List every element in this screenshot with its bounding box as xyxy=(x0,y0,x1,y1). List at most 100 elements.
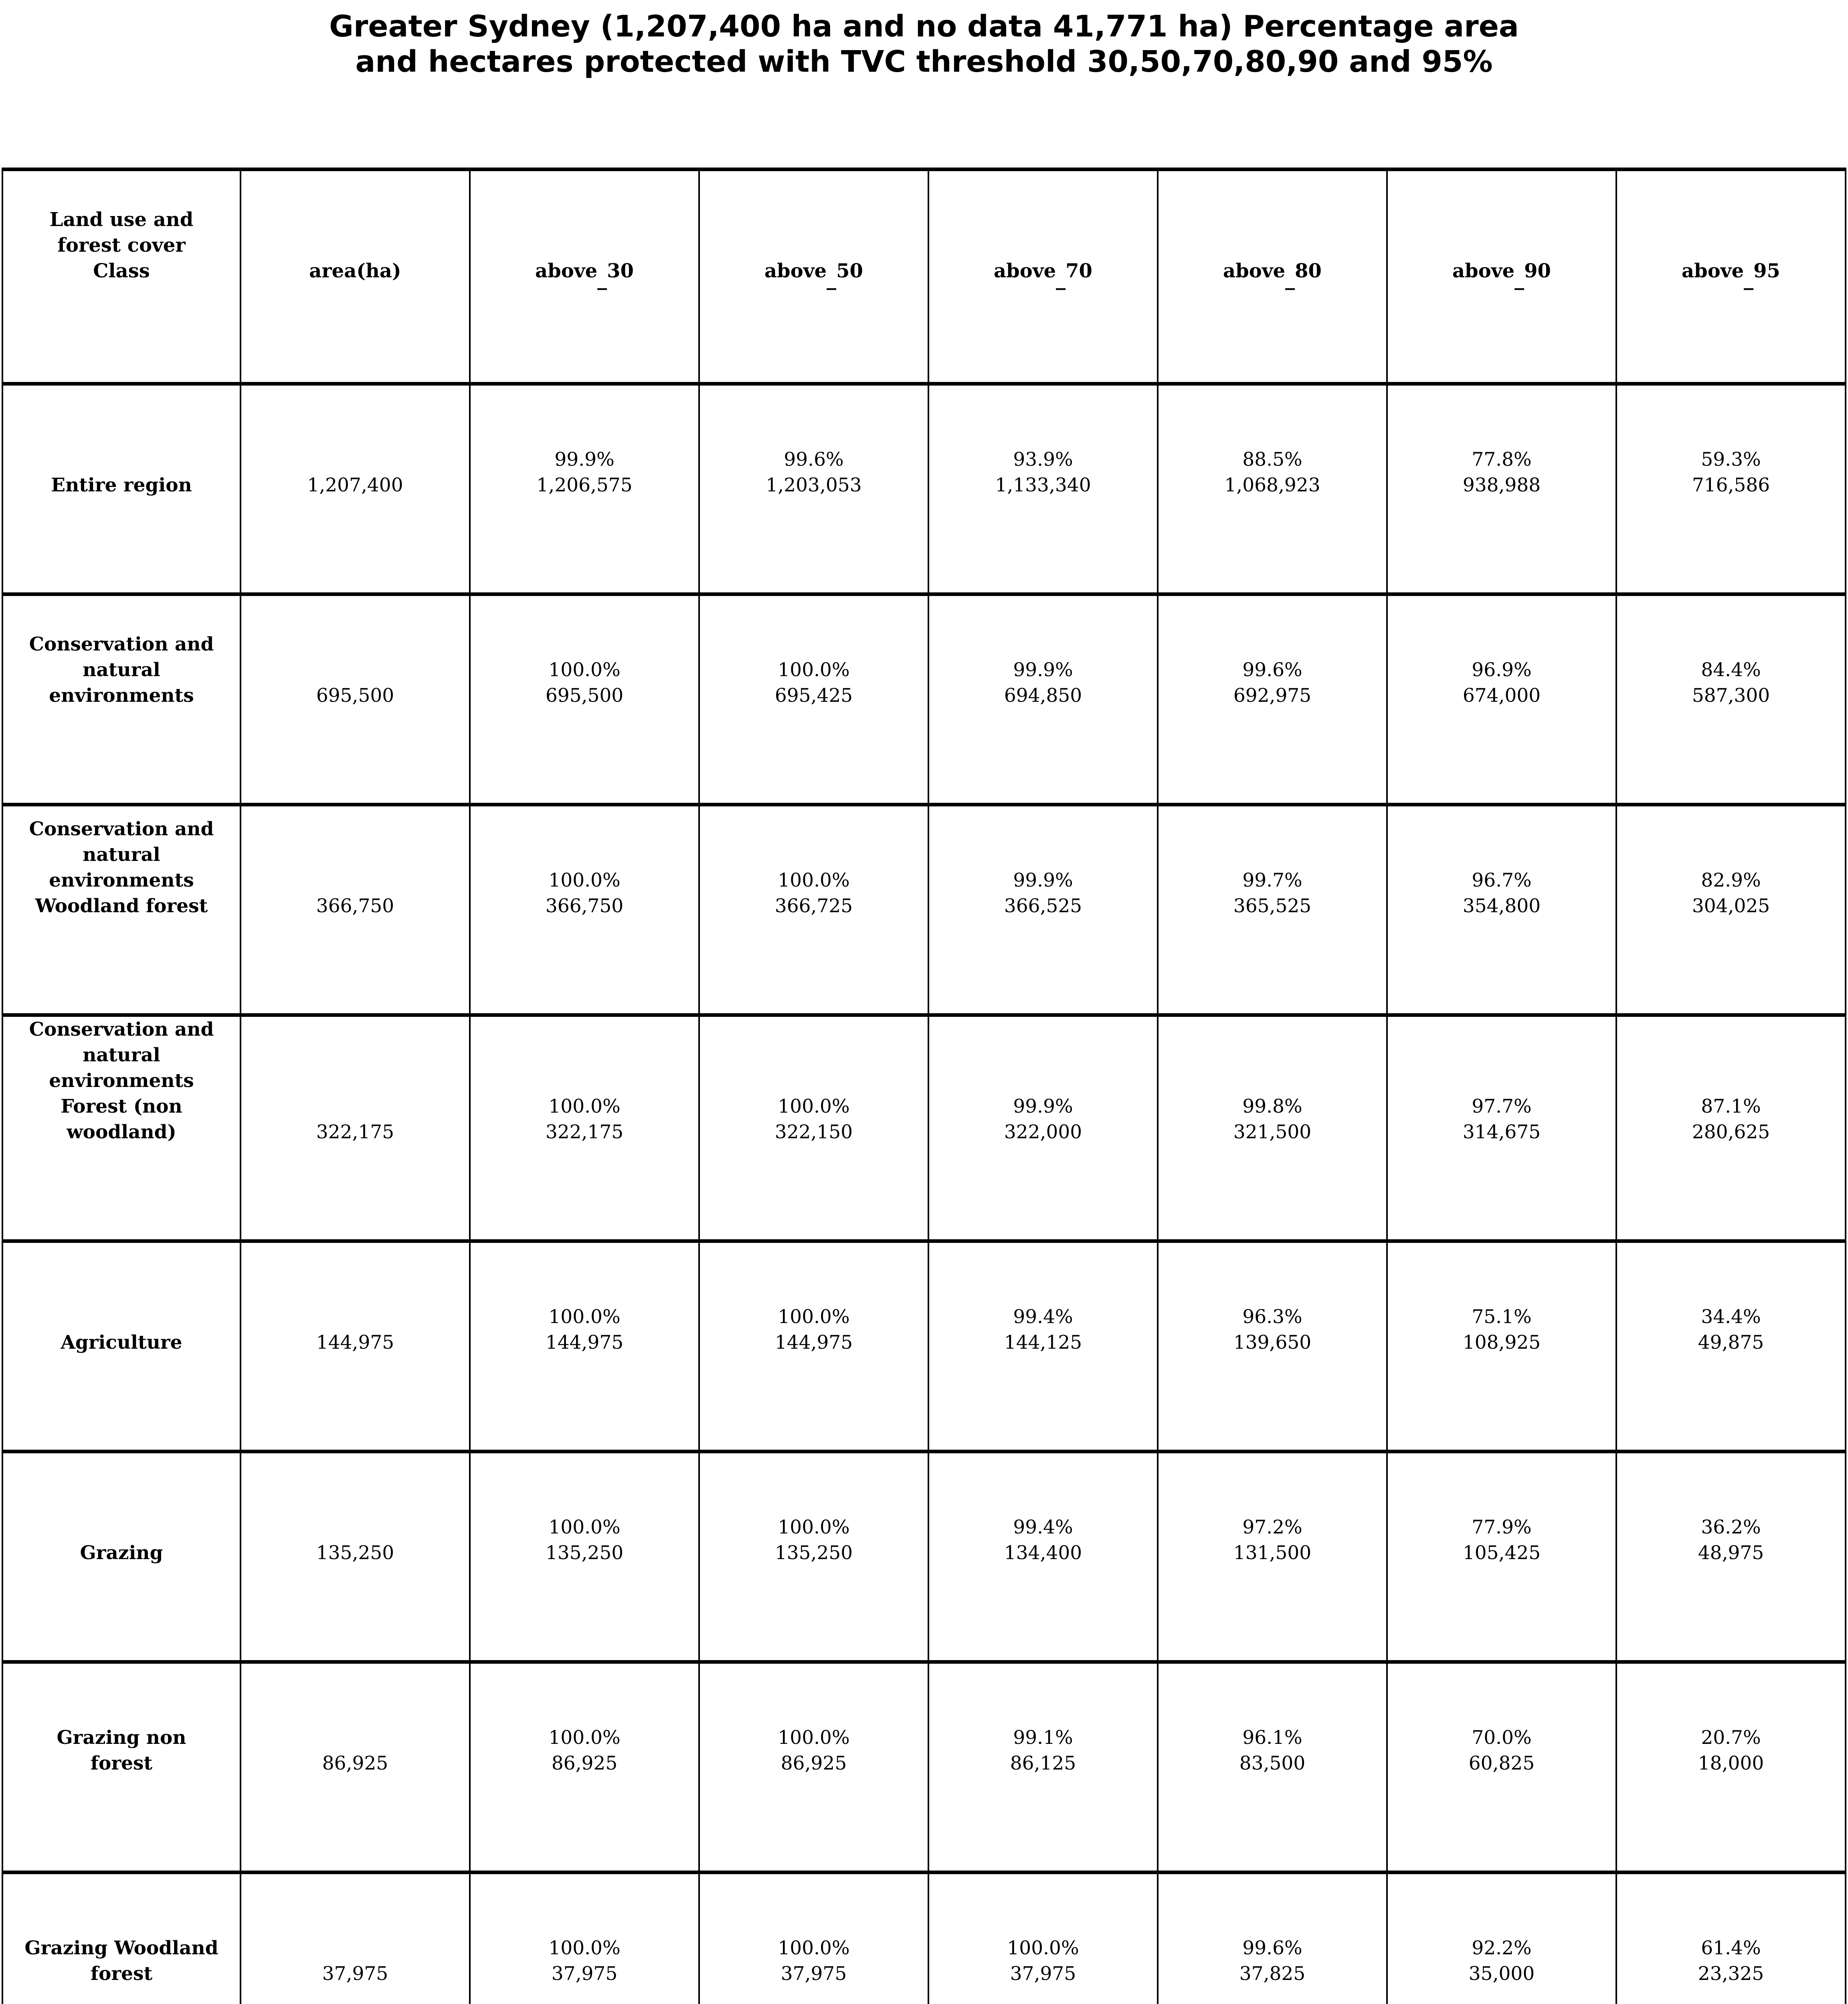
ha-value: 321,500 xyxy=(1233,1121,1312,1143)
ha-value: 135,250 xyxy=(774,1542,853,1564)
column-header: area(ha) xyxy=(240,168,471,386)
ha-value: 366,725 xyxy=(774,895,853,917)
ha-value: 48,975 xyxy=(1698,1542,1764,1564)
table-row: Grazing Woodland forest 37,975 100.0% 37,97… xyxy=(2,1871,1846,2004)
pct-value: 99.4% xyxy=(1013,1516,1073,1538)
pct-value: 99.9% xyxy=(1013,659,1073,681)
threshold-cell: 97.2% 131,500 xyxy=(1157,1450,1388,1664)
area-cell: 322,175 xyxy=(240,1013,471,1243)
ha-value: 18,000 xyxy=(1698,1752,1764,1774)
pct-value: 99.1% xyxy=(1013,1727,1073,1749)
threshold-cell: 100.0% 695,500 xyxy=(469,592,700,806)
page-title: Greater Sydney (1,207,400 ha and no data… xyxy=(329,9,1519,79)
threshold-cell: 61.4% 23,325 xyxy=(1615,1871,1846,2004)
threshold-cell: 92.2% 35,000 xyxy=(1386,1871,1617,2004)
threshold-cell: 100.0% 135,250 xyxy=(469,1450,700,1664)
ha-value: 322,150 xyxy=(774,1121,853,1143)
threshold-cell: 75.1% 108,925 xyxy=(1386,1239,1617,1453)
threshold-cell: 96.7% 354,800 xyxy=(1386,803,1617,1017)
row-label: Conservation and natural environments xyxy=(2,592,241,806)
pct-value: 59.3% xyxy=(1701,448,1761,471)
ha-value: 695,500 xyxy=(545,685,624,707)
pct-value: 88.5% xyxy=(1242,448,1302,471)
threshold-cell: 100.0% 366,725 xyxy=(698,803,929,1017)
ha-value: 37,975 xyxy=(1010,1963,1076,1985)
pct-value: 99.6% xyxy=(1242,659,1302,681)
threshold-cell: 100.0% 37,975 xyxy=(928,1871,1159,2004)
row-label: Grazing non forest xyxy=(2,1660,241,1874)
ha-value: 366,525 xyxy=(1004,895,1082,917)
threshold-cell: 99.9% 322,000 xyxy=(928,1013,1159,1243)
ha-value: 135,250 xyxy=(545,1542,624,1564)
pct-value: 100.0% xyxy=(548,1306,621,1328)
pct-value: 77.9% xyxy=(1472,1516,1532,1538)
threshold-cell: 34.4% 49,875 xyxy=(1615,1239,1846,1453)
area-cell: 135,250 xyxy=(240,1450,471,1664)
threshold-cell: 84.4% 587,300 xyxy=(1615,592,1846,806)
threshold-cell: 20.7% 18,000 xyxy=(1615,1660,1846,1874)
ha-value: 674,000 xyxy=(1462,685,1541,707)
area-cell: 695,500 xyxy=(240,592,471,806)
row-label: Conservation and natural environments Fo… xyxy=(2,1013,241,1243)
ha-value: 1,206,575 xyxy=(536,474,633,496)
pct-value: 100.0% xyxy=(548,659,621,681)
pct-value: 99.9% xyxy=(1013,869,1073,891)
table-row: Grazing non forest 86,925 100.0% 86,925 100.… xyxy=(2,1660,1846,1874)
pct-value: 100.0% xyxy=(778,869,850,891)
ha-value: 37,975 xyxy=(551,1963,618,1985)
area-cell: 366,750 xyxy=(240,803,471,1017)
pct-value: 36.2% xyxy=(1701,1516,1761,1538)
column-header: above_95 xyxy=(1615,168,1846,386)
pct-value: 100.0% xyxy=(778,1306,850,1328)
pct-value: 70.0% xyxy=(1472,1727,1532,1749)
threshold-cell: 99.1% 86,125 xyxy=(928,1660,1159,1874)
ha-value: 366,750 xyxy=(545,895,624,917)
pct-value: 97.7% xyxy=(1472,1095,1532,1117)
ha-value: 139,650 xyxy=(1233,1331,1312,1354)
pct-value: 99.6% xyxy=(1242,1937,1302,1959)
column-header: above_30 xyxy=(469,168,700,386)
area-cell: 144,975 xyxy=(240,1239,471,1453)
pct-value: 93.9% xyxy=(1013,448,1073,471)
table-row: Agriculture 144,975 100.0% 144,975 100.0% 144… xyxy=(2,1239,1846,1453)
ha-value: 1,133,340 xyxy=(995,474,1091,496)
pct-value: 100.0% xyxy=(548,1727,621,1749)
pct-value: 87.1% xyxy=(1701,1095,1761,1117)
pct-value: 92.2% xyxy=(1472,1937,1532,1959)
threshold-cell: 59.3% 716,586 xyxy=(1615,382,1846,596)
threshold-cell: 99.8% 321,500 xyxy=(1157,1013,1388,1243)
threshold-cell: 99.4% 134,400 xyxy=(928,1450,1159,1664)
ha-value: 304,025 xyxy=(1692,895,1770,917)
pct-value: 100.0% xyxy=(778,1516,850,1538)
threshold-cell: 99.7% 365,525 xyxy=(1157,803,1388,1017)
ha-value: 365,525 xyxy=(1233,895,1312,917)
threshold-cell: 36.2% 48,975 xyxy=(1615,1450,1846,1664)
ha-value: 144,125 xyxy=(1004,1331,1082,1354)
threshold-cell: 100.0% 144,975 xyxy=(469,1239,700,1453)
data-table: Land use and forest cover Class area(ha) a… xyxy=(2,168,1846,2004)
pct-value: 99.6% xyxy=(784,448,844,471)
threshold-cell: 77.9% 105,425 xyxy=(1386,1450,1617,1664)
pct-value: 96.1% xyxy=(1242,1727,1302,1749)
threshold-cell: 100.0% 695,425 xyxy=(698,592,929,806)
table-row: Grazing 135,250 100.0% 135,250 100.0% 135,250… xyxy=(2,1450,1846,1664)
pct-value: 100.0% xyxy=(778,1095,850,1117)
threshold-cell: 100.0% 144,975 xyxy=(698,1239,929,1453)
threshold-cell: 82.9% 304,025 xyxy=(1615,803,1846,1017)
ha-value: 49,875 xyxy=(1698,1331,1764,1354)
ha-value: 105,425 xyxy=(1462,1542,1541,1564)
ha-value: 131,500 xyxy=(1233,1542,1312,1564)
ha-value: 23,325 xyxy=(1698,1963,1764,1985)
pct-value: 99.9% xyxy=(1013,1095,1073,1117)
ha-value: 322,175 xyxy=(545,1121,624,1143)
ha-value: 716,586 xyxy=(1692,474,1770,496)
area-cell: 37,975 xyxy=(240,1871,471,2004)
threshold-cell: 99.9% 1,206,575 xyxy=(469,382,700,596)
threshold-cell: 100.0% 135,250 xyxy=(698,1450,929,1664)
threshold-cell: 99.9% 694,850 xyxy=(928,592,1159,806)
ha-value: 1,203,053 xyxy=(766,474,862,496)
ha-value: 86,125 xyxy=(1010,1752,1076,1774)
table-row: Entire region 1,207,400 99.9% 1,206,575 99.6… xyxy=(2,382,1846,596)
threshold-cell: 96.9% 674,000 xyxy=(1386,592,1617,806)
threshold-cell: 93.9% 1,133,340 xyxy=(928,382,1159,596)
